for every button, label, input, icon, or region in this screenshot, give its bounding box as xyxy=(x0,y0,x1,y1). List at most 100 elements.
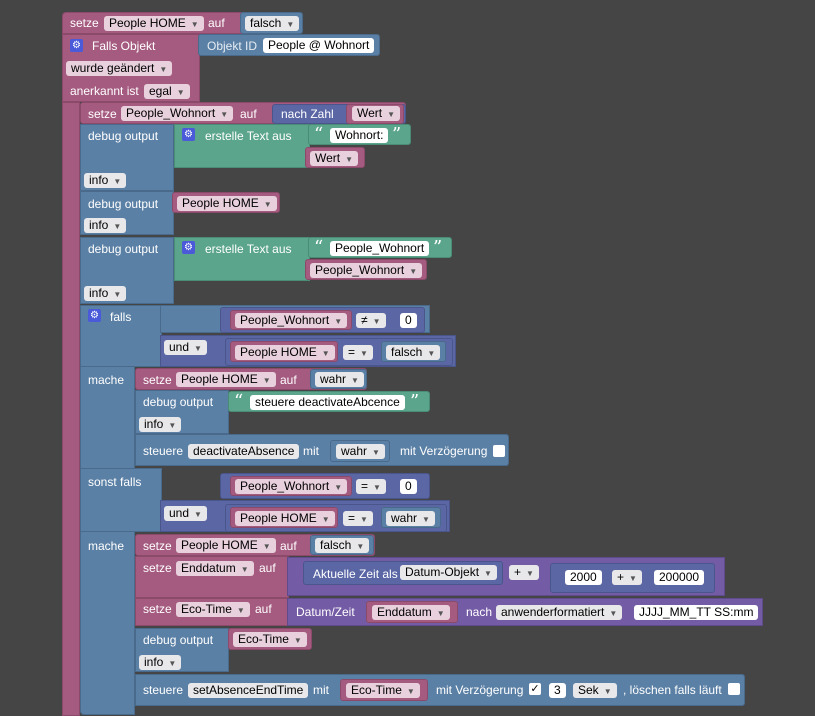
erstelle-text-label: erstelle Text aus xyxy=(205,129,292,143)
logic-op-dropdown[interactable]: und ▼ xyxy=(164,340,207,355)
var-dropdown-eco-time[interactable]: Eco-Time ▼ xyxy=(176,602,250,617)
close-quote-icon: ” xyxy=(433,237,443,258)
setze-label: setze xyxy=(143,373,172,387)
object-id-input[interactable]: People @ Wohnort xyxy=(263,38,375,53)
bool-dropdown-falsch[interactable]: falsch ▼ xyxy=(386,345,441,360)
log-level-dropdown[interactable]: info ▼ xyxy=(84,286,127,301)
delay-checkbox[interactable] xyxy=(493,445,505,457)
setze-label: setze xyxy=(143,602,172,616)
var-dropdown-wert[interactable]: Wert ▼ xyxy=(352,106,401,121)
steuere-label: steuere xyxy=(143,444,184,458)
close-quote-icon: ” xyxy=(410,391,420,412)
falls-label: falls xyxy=(110,310,132,324)
delay-input[interactable]: 3 xyxy=(549,683,566,698)
text-join-block[interactable] xyxy=(174,237,310,281)
nach-label: nach xyxy=(466,605,493,619)
time-unit-dropdown[interactable]: Sek ▼ xyxy=(573,683,617,698)
format-type-dropdown[interactable]: anwenderformatiert ▼ xyxy=(496,605,623,620)
var-dropdown-enddatum[interactable]: Enddatum ▼ xyxy=(372,605,450,620)
log-level-dropdown[interactable]: info ▼ xyxy=(139,417,182,432)
var-dropdown-people-wohnort[interactable]: People_Wohnort ▼ xyxy=(235,313,348,328)
open-quote-icon: “ xyxy=(314,237,324,258)
var-dropdown-people-home[interactable]: People HOME ▼ xyxy=(235,511,335,526)
math-op-dropdown[interactable]: + ▼ xyxy=(509,565,539,580)
operator-dropdown[interactable]: ≠ ▼ xyxy=(356,313,386,328)
var-dropdown-people-wohnort[interactable]: People_Wohnort ▼ xyxy=(310,263,423,278)
log-level-dropdown[interactable]: info ▼ xyxy=(84,218,127,233)
open-quote-icon: “ xyxy=(314,124,324,145)
var-dropdown-people-home[interactable]: People HOME ▼ xyxy=(176,538,276,553)
var-dropdown-people-home[interactable]: People HOME ▼ xyxy=(104,16,204,31)
gear-icon[interactable]: ⚙ xyxy=(182,128,195,141)
auf-label: auf xyxy=(240,107,257,121)
gear-icon[interactable]: ⚙ xyxy=(182,241,195,254)
var-dropdown-eco-time[interactable]: Eco-Time ▼ xyxy=(346,683,420,698)
var-dropdown-enddatum[interactable]: Enddatum ▼ xyxy=(176,561,254,576)
var-dropdown-people-wohnort[interactable]: People_Wohnort ▼ xyxy=(235,479,348,494)
math-op-dropdown[interactable]: + ▼ xyxy=(612,570,642,585)
text-join-block[interactable] xyxy=(174,124,310,168)
anerkannt-label: anerkannt ist xyxy=(70,84,139,98)
text-input[interactable]: steuere deactivateAbcence xyxy=(250,395,405,410)
steuere-label: steuere xyxy=(143,683,184,697)
gear-icon[interactable]: ⚙ xyxy=(70,39,83,52)
setze-label: setze xyxy=(143,561,172,575)
format-pattern-input[interactable]: JJJJ_MM_TT SS:mm xyxy=(634,605,759,620)
condition-dropdown[interactable]: wurde geändert ▼ xyxy=(66,61,173,76)
var-dropdown-eco-time[interactable]: Eco-Time ▼ xyxy=(233,632,307,647)
log-level-dropdown[interactable]: info ▼ xyxy=(84,173,127,188)
debug-output-label: debug output xyxy=(143,633,214,647)
close-quote-icon: ” xyxy=(392,124,402,145)
number-input[interactable]: 200000 xyxy=(654,570,705,585)
bool-dropdown-wahr[interactable]: wahr ▼ xyxy=(336,444,385,459)
mit-verzoegerung-label: mit Verzögerung xyxy=(436,683,524,697)
object-dropdown[interactable]: deactivateAbsence xyxy=(188,444,300,459)
text-input[interactable]: People_Wohnort xyxy=(330,241,430,256)
var-dropdown-people-home[interactable]: People HOME ▼ xyxy=(177,196,277,211)
delay-checkbox[interactable]: ✓ xyxy=(529,683,541,695)
debug-output-label: debug output xyxy=(88,129,159,143)
setze-label: setze xyxy=(143,539,172,553)
object-dropdown[interactable]: setAbsenceEndTime xyxy=(188,683,309,698)
gear-icon[interactable]: ⚙ xyxy=(88,309,101,322)
auf-label: auf xyxy=(259,561,276,575)
bool-dropdown-wahr[interactable]: wahr ▼ xyxy=(315,372,364,387)
operator-dropdown[interactable]: = ▼ xyxy=(356,479,386,494)
bool-dropdown-falsch[interactable]: falsch ▼ xyxy=(315,538,370,553)
open-quote-icon: “ xyxy=(234,391,244,412)
auf-label: auf xyxy=(208,16,225,30)
aktuelle-zeit-label: Aktuelle Zeit als xyxy=(313,567,398,581)
bool-dropdown-wahr[interactable]: wahr ▼ xyxy=(386,511,435,526)
var-dropdown-wert[interactable]: Wert ▼ xyxy=(310,151,359,166)
sonst-falls-label: sonst falls xyxy=(88,475,142,489)
auf-label: auf xyxy=(280,373,297,387)
number-input[interactable]: 2000 xyxy=(565,570,602,585)
datum-zeit-label: Datum/Zeit xyxy=(296,605,355,619)
else-if-header-block[interactable] xyxy=(80,468,162,532)
loeschen-label: , löschen falls läuft xyxy=(623,683,722,697)
var-dropdown-people-home[interactable]: People HOME ▼ xyxy=(235,345,335,360)
ack-dropdown[interactable]: egal ▼ xyxy=(144,84,190,99)
setze-label: setze xyxy=(88,107,117,121)
auf-label: auf xyxy=(280,539,297,553)
setze-label: setze xyxy=(70,16,99,30)
mache-label: mache xyxy=(88,539,125,553)
operator-dropdown[interactable]: = ▼ xyxy=(343,511,373,526)
falls-objekt-label: Falls Objekt xyxy=(92,39,156,53)
time-format-dropdown[interactable]: Datum-Objekt ▼ xyxy=(400,565,497,580)
number-input[interactable]: 0 xyxy=(400,313,417,328)
logic-op-dropdown[interactable]: und ▼ xyxy=(164,506,207,521)
debug-output-label: debug output xyxy=(88,242,159,256)
operator-dropdown[interactable]: = ▼ xyxy=(343,345,373,360)
bool-dropdown-falsch[interactable]: falsch ▼ xyxy=(245,16,300,31)
var-dropdown-people-home[interactable]: People HOME ▼ xyxy=(176,372,276,387)
mit-verzoegerung-label: mit Verzögerung xyxy=(400,444,488,458)
var-dropdown-people-wohnort[interactable]: People_Wohnort ▼ xyxy=(121,106,234,121)
number-input[interactable]: 0 xyxy=(400,479,417,494)
mit-label: mit xyxy=(303,444,319,458)
mit-label: mit xyxy=(313,683,329,697)
clear-running-checkbox[interactable] xyxy=(728,683,740,695)
text-input[interactable]: Wohnort: xyxy=(330,128,389,143)
trigger-spine xyxy=(62,102,80,716)
log-level-dropdown[interactable]: info ▼ xyxy=(139,655,182,670)
